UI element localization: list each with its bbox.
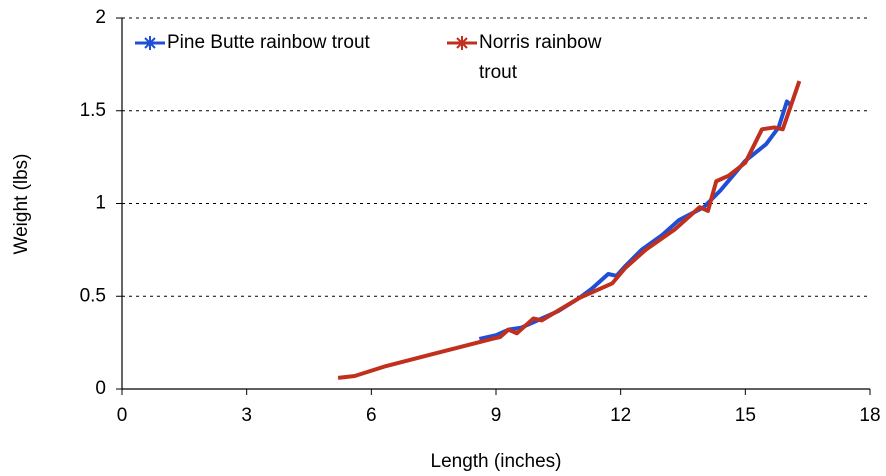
legend-label: Norris rainbow trout — [479, 32, 602, 83]
series-line — [478, 99, 793, 341]
legend-marker — [144, 37, 156, 49]
x-tick-label: 9 — [491, 405, 502, 426]
x-tick-label: 18 — [859, 405, 880, 426]
y-tick-label: 0.5 — [80, 285, 106, 306]
y-tick-label: 1 — [95, 193, 106, 214]
y-axis-label: Weight (lbs) — [11, 153, 32, 254]
legend-marker — [456, 37, 468, 49]
y-tick-label: 1.5 — [80, 100, 106, 121]
y-tick-label: 0 — [95, 378, 106, 399]
x-axis-label: Length (inches) — [431, 451, 562, 472]
y-tick-label: 2 — [95, 7, 106, 28]
x-tick-label: 15 — [735, 405, 756, 426]
x-tick-label: 12 — [610, 405, 631, 426]
x-tick-label: 3 — [241, 405, 252, 426]
series-line — [337, 80, 802, 380]
x-tick-label: 0 — [117, 405, 128, 426]
x-tick-label: 6 — [366, 405, 377, 426]
legend-label: Pine Butte rainbow trout — [167, 32, 370, 53]
